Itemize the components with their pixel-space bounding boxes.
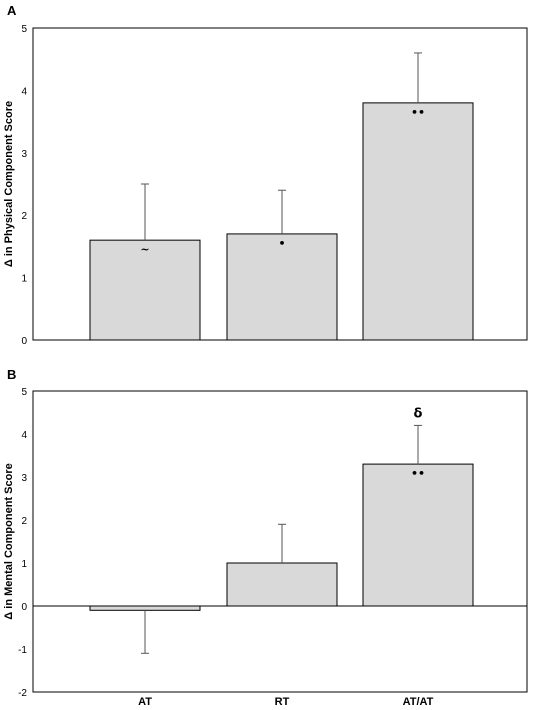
significance-annotation: δ (414, 406, 423, 421)
y-tick-label: 5 (21, 24, 27, 35)
y-tick-label: 3 (21, 149, 27, 160)
y-tick-label: 3 (21, 473, 27, 484)
significance-marker: •• (411, 467, 425, 480)
y-tick-label: 4 (21, 430, 27, 441)
panel-letter: A (7, 3, 17, 18)
bar (226, 233, 338, 341)
significance-marker: •• (411, 106, 425, 119)
y-axis-title: Δ in Physical Component Score (3, 101, 15, 267)
category-label: AT (138, 696, 152, 708)
y-tick-label: 4 (21, 86, 27, 97)
category-label: RT (275, 696, 290, 708)
category-label: AT/AT (403, 696, 434, 708)
y-tick-label: 0 (21, 336, 27, 347)
bar (89, 605, 201, 611)
plot-frame (32, 390, 528, 693)
bar (362, 102, 474, 341)
bar (362, 463, 474, 607)
panel-letter: B (7, 367, 16, 382)
y-tick-label: 5 (21, 387, 27, 398)
bar (226, 562, 338, 607)
chart-panel-b: B -2 -1 0 1 2 3 4 5 Δ in Mental Component Score AT… (3, 367, 528, 708)
y-tick-label: 0 (21, 602, 27, 613)
y-axis-title: Δ in Mental Component Score (3, 463, 15, 619)
y-tick-label: -2 (18, 688, 27, 699)
y-tick-label: -1 (18, 645, 27, 656)
y-tick-label: 2 (21, 211, 27, 222)
y-tick-label: 1 (21, 274, 27, 285)
y-tick-label: 1 (21, 559, 27, 570)
y-tick-label: 2 (21, 516, 27, 527)
significance-marker: • (278, 237, 285, 250)
significance-marker: ~ (140, 243, 149, 256)
